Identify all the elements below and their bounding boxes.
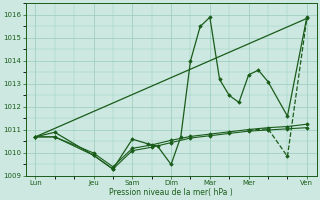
X-axis label: Pression niveau de la mer( hPa ): Pression niveau de la mer( hPa ) <box>109 188 233 197</box>
